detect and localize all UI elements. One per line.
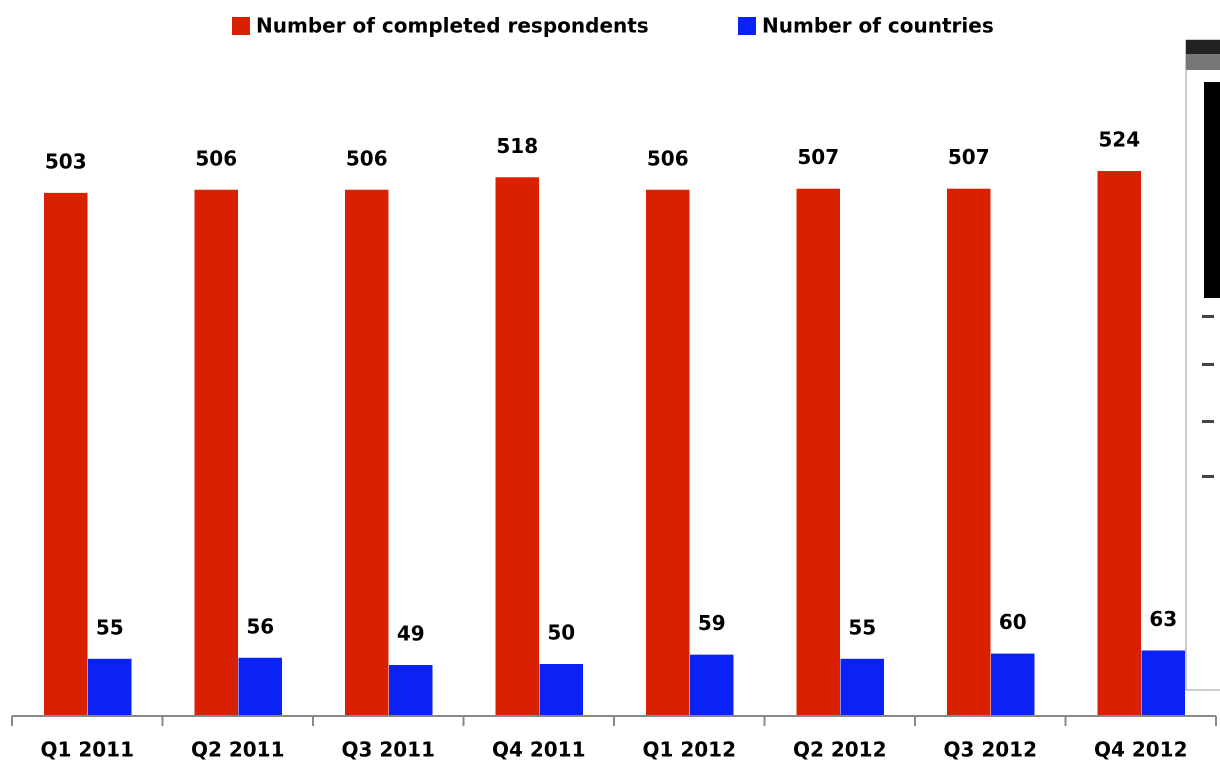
bar: [991, 653, 1035, 716]
screenshot-text: [1202, 420, 1214, 423]
x-tick-label: Q4 2012: [1094, 738, 1188, 762]
x-tick-label: Q1 2012: [642, 738, 736, 762]
value-label: 506: [195, 146, 237, 170]
value-label: 507: [797, 145, 839, 169]
value-label: 56: [246, 614, 274, 638]
bar: [88, 658, 132, 716]
bar: [1141, 650, 1185, 716]
bar: [238, 657, 282, 716]
value-label: 518: [496, 134, 538, 158]
bar: [947, 188, 991, 717]
value-label: 63: [1149, 607, 1177, 631]
embedded-screenshot: [1185, 39, 1220, 691]
screenshot-text: [1202, 315, 1214, 318]
bar: [495, 177, 539, 716]
value-label: 55: [848, 615, 876, 639]
bar: [345, 189, 389, 716]
bar: [796, 188, 840, 717]
bar: [840, 658, 884, 716]
screenshot-bar: [1186, 54, 1220, 70]
x-tick-label: Q2 2011: [191, 738, 285, 762]
x-tick-label: Q2 2012: [793, 738, 887, 762]
bar: [389, 665, 433, 716]
x-tick-label: Q1 2011: [40, 738, 134, 762]
bar: [646, 189, 690, 716]
screenshot-text: [1202, 475, 1214, 478]
value-label: 59: [698, 611, 726, 635]
value-label: 55: [96, 615, 124, 639]
value-label: 50: [547, 621, 575, 645]
value-label: 60: [999, 610, 1027, 634]
x-tick-label: Q4 2011: [492, 738, 586, 762]
screenshot-image: [1204, 82, 1220, 298]
value-label: 503: [45, 149, 87, 173]
bar: [1097, 171, 1141, 717]
value-label: 507: [948, 145, 990, 169]
bar: [690, 654, 734, 716]
legend-swatch: [232, 17, 250, 35]
value-label: 506: [346, 146, 388, 170]
legend-label: Number of completed respondents: [256, 14, 649, 38]
value-label: 49: [397, 622, 425, 646]
legend-label: Number of countries: [762, 14, 994, 38]
x-tick-label: Q3 2011: [341, 738, 435, 762]
bar: [44, 192, 88, 716]
legend-swatch: [738, 17, 756, 35]
x-tick-label: Q3 2012: [943, 738, 1037, 762]
bar: [194, 189, 238, 716]
screenshot-header: [1186, 40, 1220, 54]
value-label: 506: [647, 146, 689, 170]
bar: [539, 664, 583, 716]
value-label: 524: [1098, 128, 1140, 152]
screenshot-text: [1202, 363, 1214, 366]
